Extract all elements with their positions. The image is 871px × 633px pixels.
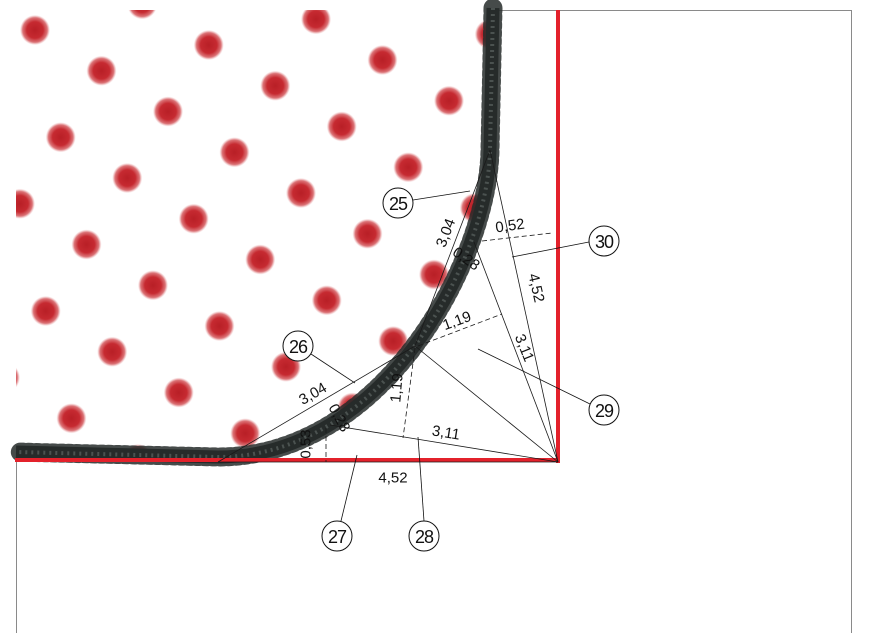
callout-27-leader [340,454,358,522]
label-upper-offset: 0,52 [494,216,525,237]
callout-29-number: 29 [595,401,614,421]
label-lower-offset: 0,53 [298,429,315,458]
callout-26-circle [282,330,314,362]
upper-chord-line [414,149,491,347]
line-corner-to-upper-arc-mid [473,241,559,463]
callout-25-number: 25 [389,194,408,214]
callout-28: 28 [408,436,440,552]
upper-offset-dashed-line [481,232,553,242]
callout-29-circle [588,394,620,426]
callout-25-leader [412,190,471,201]
fabric-dots [16,10,492,457]
label-right-tangent: 4,52 [524,272,547,304]
callout-26-number: 26 [289,337,308,357]
lower-height-dashed-line [402,347,416,439]
line-corner-to-lower-arc-mid [329,424,559,463]
line-corner-to-upper-tangent [489,149,559,463]
callout-29: 29 [477,348,620,426]
right-height-dashed-line [417,313,503,347]
callout-26-leader [310,353,356,384]
callout-30-number: 30 [595,232,614,252]
line-corner-to-arc-mid [414,345,559,463]
callout-28-circle [408,520,440,552]
callout-28-leader [417,436,425,522]
callout-30: 30 [511,225,620,258]
label-lower-radius: 3,11 [431,422,461,443]
callout-27: 27 [321,454,358,552]
callout-29-leader [477,348,591,405]
lower-chord-line [217,345,416,463]
callout-27-circle [321,520,353,552]
callout-27-number: 27 [328,527,347,547]
callout-30-leader [511,241,590,258]
callout-25-circle [382,187,414,219]
callout-25: 25 [382,187,471,219]
label-bottom-tangent: 4,52 [378,470,407,487]
callout-26: 26 [282,330,356,384]
polka-dot-fabric [16,10,492,457]
callout-30-circle [588,225,620,257]
label-lower-height: 1,19 [387,373,406,404]
construction-lines [217,149,559,463]
callout-28-number: 28 [415,527,434,547]
